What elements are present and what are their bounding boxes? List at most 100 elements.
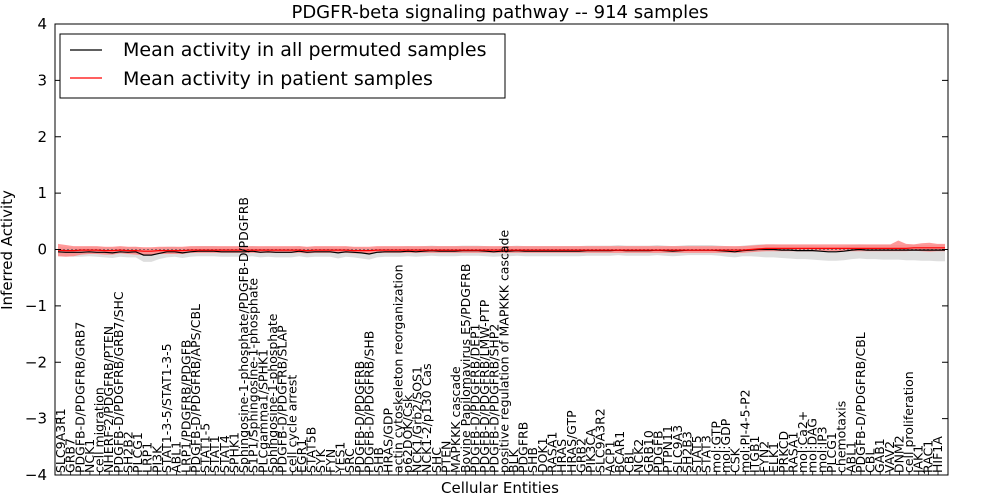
x-entity-label: NCK2 <box>631 439 646 473</box>
x-entity-label: p62DOK/Csk <box>400 394 415 473</box>
x-entity-label: SRC <box>342 448 357 473</box>
x-entity-label: Sphingosine-1-phosphate/PDGFB-D/PDGFRB <box>236 197 251 473</box>
x-entity-label: RASA1 <box>785 432 800 473</box>
x-entity-label: PDGFRB <box>516 422 531 473</box>
x-entity-label: YES1 <box>333 442 348 474</box>
x-entity-label: cell proliferation <box>901 371 916 473</box>
x-entity-label: SHC <box>429 447 444 473</box>
x-entity-label: FYN2 <box>757 441 772 473</box>
x-entity-label: RAC1 <box>920 440 935 473</box>
x-entity-label: GRB10 <box>641 430 656 473</box>
x-entity-label: PDGFB-D/PDGFRB <box>352 361 367 473</box>
x-entity-label: PTEN <box>439 441 454 473</box>
x-entity-label: chemotaxis <box>834 401 849 473</box>
x-entity-label: LRP1/PDGFRB/PDGFB <box>178 340 193 473</box>
x-entity-label: PLCG1 <box>824 432 839 473</box>
legend: Mean activity in all permuted samples Me… <box>59 33 506 99</box>
x-entity-label: GAB1 <box>872 438 887 473</box>
x-axis-label: Cellular Entities <box>441 479 559 497</box>
x-entity-label: HRAS/GTP <box>564 410 579 473</box>
x-entity-label: PRKCD <box>776 431 791 473</box>
x-entity-label: STAT5B <box>304 427 319 473</box>
y-tick-label: −4 <box>25 466 47 484</box>
y-axis-ticks: −4 −3 −2 −1 0 1 2 3 4 <box>25 15 948 484</box>
x-entity-label: SHB <box>525 447 540 473</box>
x-entity-label: mol:IP3 <box>814 426 829 473</box>
x-entity-label: PDGFB-D/PDGFRB/LMW-PTP <box>477 299 492 473</box>
x-entity-label: Sphingosine-1-phosphate <box>265 313 280 473</box>
plot-frame <box>54 23 949 476</box>
x-entity-label: EGR1 <box>294 439 309 473</box>
x-entity-label: mol:GDP <box>718 418 733 473</box>
y-tick-label: 4 <box>37 15 47 33</box>
x-entity-label: Bovine Papilomavirus E5/PDGFRB <box>458 264 473 473</box>
x-entity-label: ABL1 <box>843 441 858 473</box>
x-entity-label: CSK <box>728 447 743 473</box>
x-entity-label: JAK1 <box>911 445 926 474</box>
x-entity-label: HRAS/GDP <box>381 407 396 473</box>
x-entity-label: PDGFB-D/PDGFRB/SLAP <box>275 325 290 473</box>
y-tick-label: 3 <box>37 71 47 89</box>
x-entity-label: NCK1-2/p130 Cas <box>419 363 434 473</box>
legend-box <box>59 33 506 99</box>
x-entity-label: PDGFB-D/PDGFRB/GRB7 <box>72 322 87 473</box>
x-entity-label: PDGFB-D/PDGFRB/DEP1 <box>467 323 482 473</box>
y-axis-label: Inferred Activity <box>0 190 16 310</box>
x-entity-label: PDGFB-D/PDGFRB/SHB <box>361 331 376 473</box>
series-lines <box>57 247 945 256</box>
x-entity-label: CBL <box>622 449 637 473</box>
x-entity-label: PLCG1 <box>130 432 145 473</box>
x-entity-label: STAT1-3-5/STAT1-3-5 <box>159 343 174 473</box>
x-entity-label: ITGB1 <box>747 435 762 473</box>
x-entity-label: SH2B2 <box>121 431 136 473</box>
x-entity-label: BLK <box>506 449 521 474</box>
x-entity-label: SLC9A3R1 <box>53 408 68 473</box>
x-entity-label: CBL <box>863 449 878 473</box>
y-tick-label: −3 <box>25 410 47 428</box>
chart-title: PDGFR-beta signaling pathway -- 914 samp… <box>291 2 708 23</box>
x-entity-label: STAT1-5 <box>198 423 213 473</box>
x-entity-label: STAT1 <box>207 435 222 473</box>
x-entity-label: actin cytoskeleton reorganization <box>390 264 405 473</box>
x-entity-label: SYK <box>313 448 328 473</box>
x-entity-label: NCK1 <box>82 439 97 473</box>
legend-label-permuted: Mean activity in all permuted samples <box>123 39 486 61</box>
x-entity-label: PDGFB-D/PDGFRB/APS/CBL <box>188 304 203 473</box>
x-entity-label: RASA1 <box>545 432 560 473</box>
x-entity-label: LRP1 <box>140 442 155 473</box>
y-tick-label: −1 <box>25 297 47 315</box>
y-tick-label: −2 <box>25 353 47 371</box>
y-tick-label: 2 <box>37 128 47 146</box>
permuted-mean-line <box>57 248 945 256</box>
x-entity-label: S1P1/Sphingosine-1-phosphate <box>246 278 261 473</box>
x-entity-label: mol:GTP <box>708 421 723 473</box>
x-entity-label: SLC9A3R2 <box>593 408 608 473</box>
x-entity-label: cell cycle arrest <box>284 375 299 473</box>
x-entity-label: mol:PI-4-5-P2 <box>737 389 752 473</box>
x-entity-label: STAT5 <box>689 435 704 473</box>
x-entity-label: PLCgamma1/SPHK1 <box>255 349 270 473</box>
x-axis-entity-labels: SLC9A3R1GRB7PDGFB-D/PDGFRB/GRB7NCK1cell … <box>53 197 945 475</box>
legend-label-patient: Mean activity in patient samples <box>123 68 433 90</box>
x-entity-label: DOK1 <box>535 437 550 473</box>
y-tick-label: 0 <box>37 241 47 259</box>
x-entity-label: PIK3CA <box>583 428 598 473</box>
x-entity-label: mol:DAG <box>805 418 820 473</box>
x-entity-label: NCK1/Grb2/SOS1 <box>410 366 425 473</box>
patient-mean-line <box>57 247 945 252</box>
x-entity-label: STAT4 <box>217 435 232 473</box>
x-entity-label: cell migration <box>92 387 107 473</box>
x-entity-label: PTPN11 <box>660 425 675 473</box>
x-entity-label: PDGFB <box>651 430 666 473</box>
x-entity-label: PI3K <box>149 445 164 473</box>
x-entity-label: ABL1 <box>169 441 184 473</box>
x-entity-label: SH2B3 <box>679 431 694 473</box>
x-entity-label: STAT3 <box>699 435 714 473</box>
x-entity-label: SPHK1 <box>227 432 242 473</box>
x-entity-label: NHERF-2/PDGFRB/PTEN <box>101 326 116 473</box>
x-entity-label: SHB <box>371 447 386 473</box>
x-entity-label: MAPKKK cascade <box>448 366 463 473</box>
x-entity-label: GRB2 <box>573 438 588 473</box>
x-entity-label: ACP1 <box>602 440 617 473</box>
x-entity-label: VAV2 <box>882 441 897 473</box>
